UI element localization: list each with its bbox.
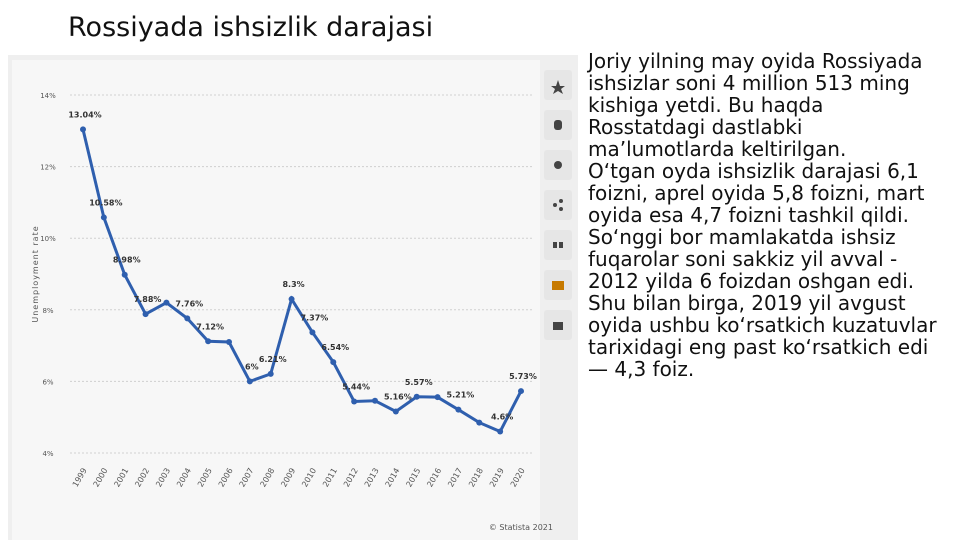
point — [205, 338, 212, 345]
plot-background — [12, 60, 540, 540]
value-label: 13.04% — [68, 110, 101, 119]
value-label: 5.16% — [384, 392, 412, 401]
value-label: 10.58% — [89, 198, 122, 207]
value-label: 5.73% — [509, 372, 537, 381]
paragraph: Joriy yilning may oyida Rossiyada ishsiz… — [588, 49, 923, 161]
y-tick-label: 4% — [42, 450, 53, 458]
y-tick-label: 12% — [40, 164, 56, 172]
value-label: 6.21% — [259, 355, 287, 364]
value-label: 8.98% — [113, 256, 141, 265]
point — [80, 126, 86, 133]
value-label: 4.6% — [491, 413, 513, 422]
point — [267, 370, 274, 377]
cite-button[interactable] — [544, 230, 572, 260]
value-label: 6% — [245, 362, 259, 371]
value-label: 8.3% — [282, 280, 304, 289]
slide-title: Rossiyada ishsizlik darajasi — [68, 12, 434, 43]
point — [184, 315, 191, 322]
value-label: 7.88% — [134, 295, 162, 304]
point — [288, 296, 295, 303]
point — [226, 339, 232, 346]
point — [434, 394, 441, 401]
y-tick-label: 8% — [42, 307, 53, 315]
line — [81, 129, 523, 434]
slide-body: Joriy yilning may oyida Rossiyada ishsiz… — [588, 50, 938, 380]
y-axis-label: Unemployment rate — [31, 225, 40, 322]
value-label: 5.57% — [405, 378, 433, 387]
toolbar-icons — [551, 80, 565, 330]
point — [392, 408, 399, 415]
toolbar — [544, 70, 572, 340]
point — [163, 299, 170, 306]
y-tick-label: 6% — [42, 378, 53, 386]
point — [497, 428, 504, 435]
point — [476, 419, 483, 426]
value-label: 7.12% — [196, 322, 224, 331]
value-label: 6.54% — [321, 343, 349, 352]
point — [518, 388, 524, 395]
point — [413, 393, 420, 400]
share-button[interactable] — [544, 190, 572, 220]
point — [455, 406, 462, 413]
credit: © Statista 2021 — [489, 523, 553, 532]
point — [309, 329, 316, 336]
point — [246, 378, 253, 385]
point — [100, 214, 107, 221]
point — [330, 359, 337, 366]
value-label: 7.76% — [175, 299, 203, 308]
paragraph: So‘nggi bor mamlakatda ishsiz fuqarolar … — [588, 225, 915, 293]
y-tick-label: 14% — [40, 92, 56, 100]
point — [121, 271, 128, 278]
value-label: 5.44% — [342, 382, 370, 391]
paragraph: Shu bilan birga, 2019 yil avgust oyida u… — [588, 291, 937, 381]
point — [142, 311, 149, 318]
value-label: 7.37% — [301, 313, 329, 322]
y-tick-label: 10% — [40, 235, 56, 243]
paragraph: O‘tgan oyda ishsizlik darajasi 6,1 foizn… — [588, 159, 925, 227]
value-label: 5.21% — [447, 391, 475, 400]
point — [372, 397, 378, 404]
point — [351, 398, 358, 405]
